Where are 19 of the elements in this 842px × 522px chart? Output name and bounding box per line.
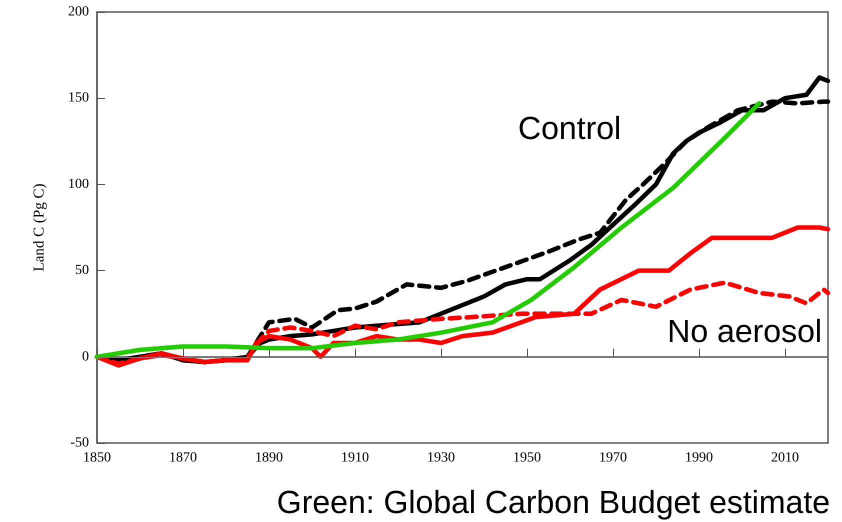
x-tick-label: 1910 (341, 450, 369, 466)
y-tick-label: 100 (68, 176, 89, 192)
text: Green: Global Carbon Budget estimate (276, 484, 830, 520)
x-tick-label: 1850 (83, 450, 111, 466)
y-tick-label: 50 (75, 263, 89, 278)
annotation: No aerosol (667, 313, 822, 349)
y-tick-label: 0 (82, 349, 89, 364)
y-tick-label: 200 (68, 4, 89, 20)
x-tick-label: 1930 (427, 450, 455, 466)
x-tick-label: 1890 (255, 450, 283, 466)
x-tick-label: 1870 (169, 450, 197, 466)
y-tick-label: -50 (70, 436, 89, 450)
annotation: Control (518, 110, 622, 146)
y-tick-label: 150 (68, 90, 89, 106)
x-tick-label: 1950 (513, 450, 541, 466)
x-tick-label: 1990 (685, 450, 713, 466)
y-axis-title: Land C (Pg C) (32, 184, 48, 272)
x-tick-label: 2010 (771, 450, 799, 466)
x-tick-label: 1970 (599, 450, 627, 466)
